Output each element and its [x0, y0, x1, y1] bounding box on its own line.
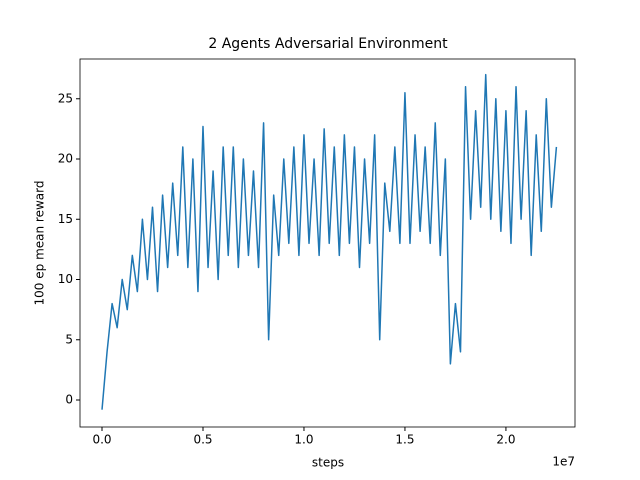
x-tick-label: 0.5: [193, 433, 212, 447]
x-axis-label: steps: [312, 456, 344, 470]
x-tick-label: 1.5: [395, 433, 414, 447]
x-tick-label: 2.0: [496, 433, 515, 447]
y-tick-label: 25: [58, 91, 73, 105]
x-tick-label: 0.0: [92, 433, 111, 447]
axes-frame: [79, 58, 576, 428]
data-line: [101, 73, 558, 410]
y-tick-label: 15: [58, 212, 73, 226]
y-tick-label: 20: [58, 152, 73, 166]
y-tick-label: 10: [58, 272, 73, 286]
x-offset-label: 1e7: [552, 455, 575, 469]
y-tick-label: 0: [65, 393, 73, 407]
y-tick-label: 5: [65, 332, 73, 346]
chart-title: 2 Agents Adversarial Environment: [208, 36, 448, 52]
x-tick-label: 1.0: [294, 433, 313, 447]
y-axis-label: 100 ep mean reward: [33, 181, 47, 306]
